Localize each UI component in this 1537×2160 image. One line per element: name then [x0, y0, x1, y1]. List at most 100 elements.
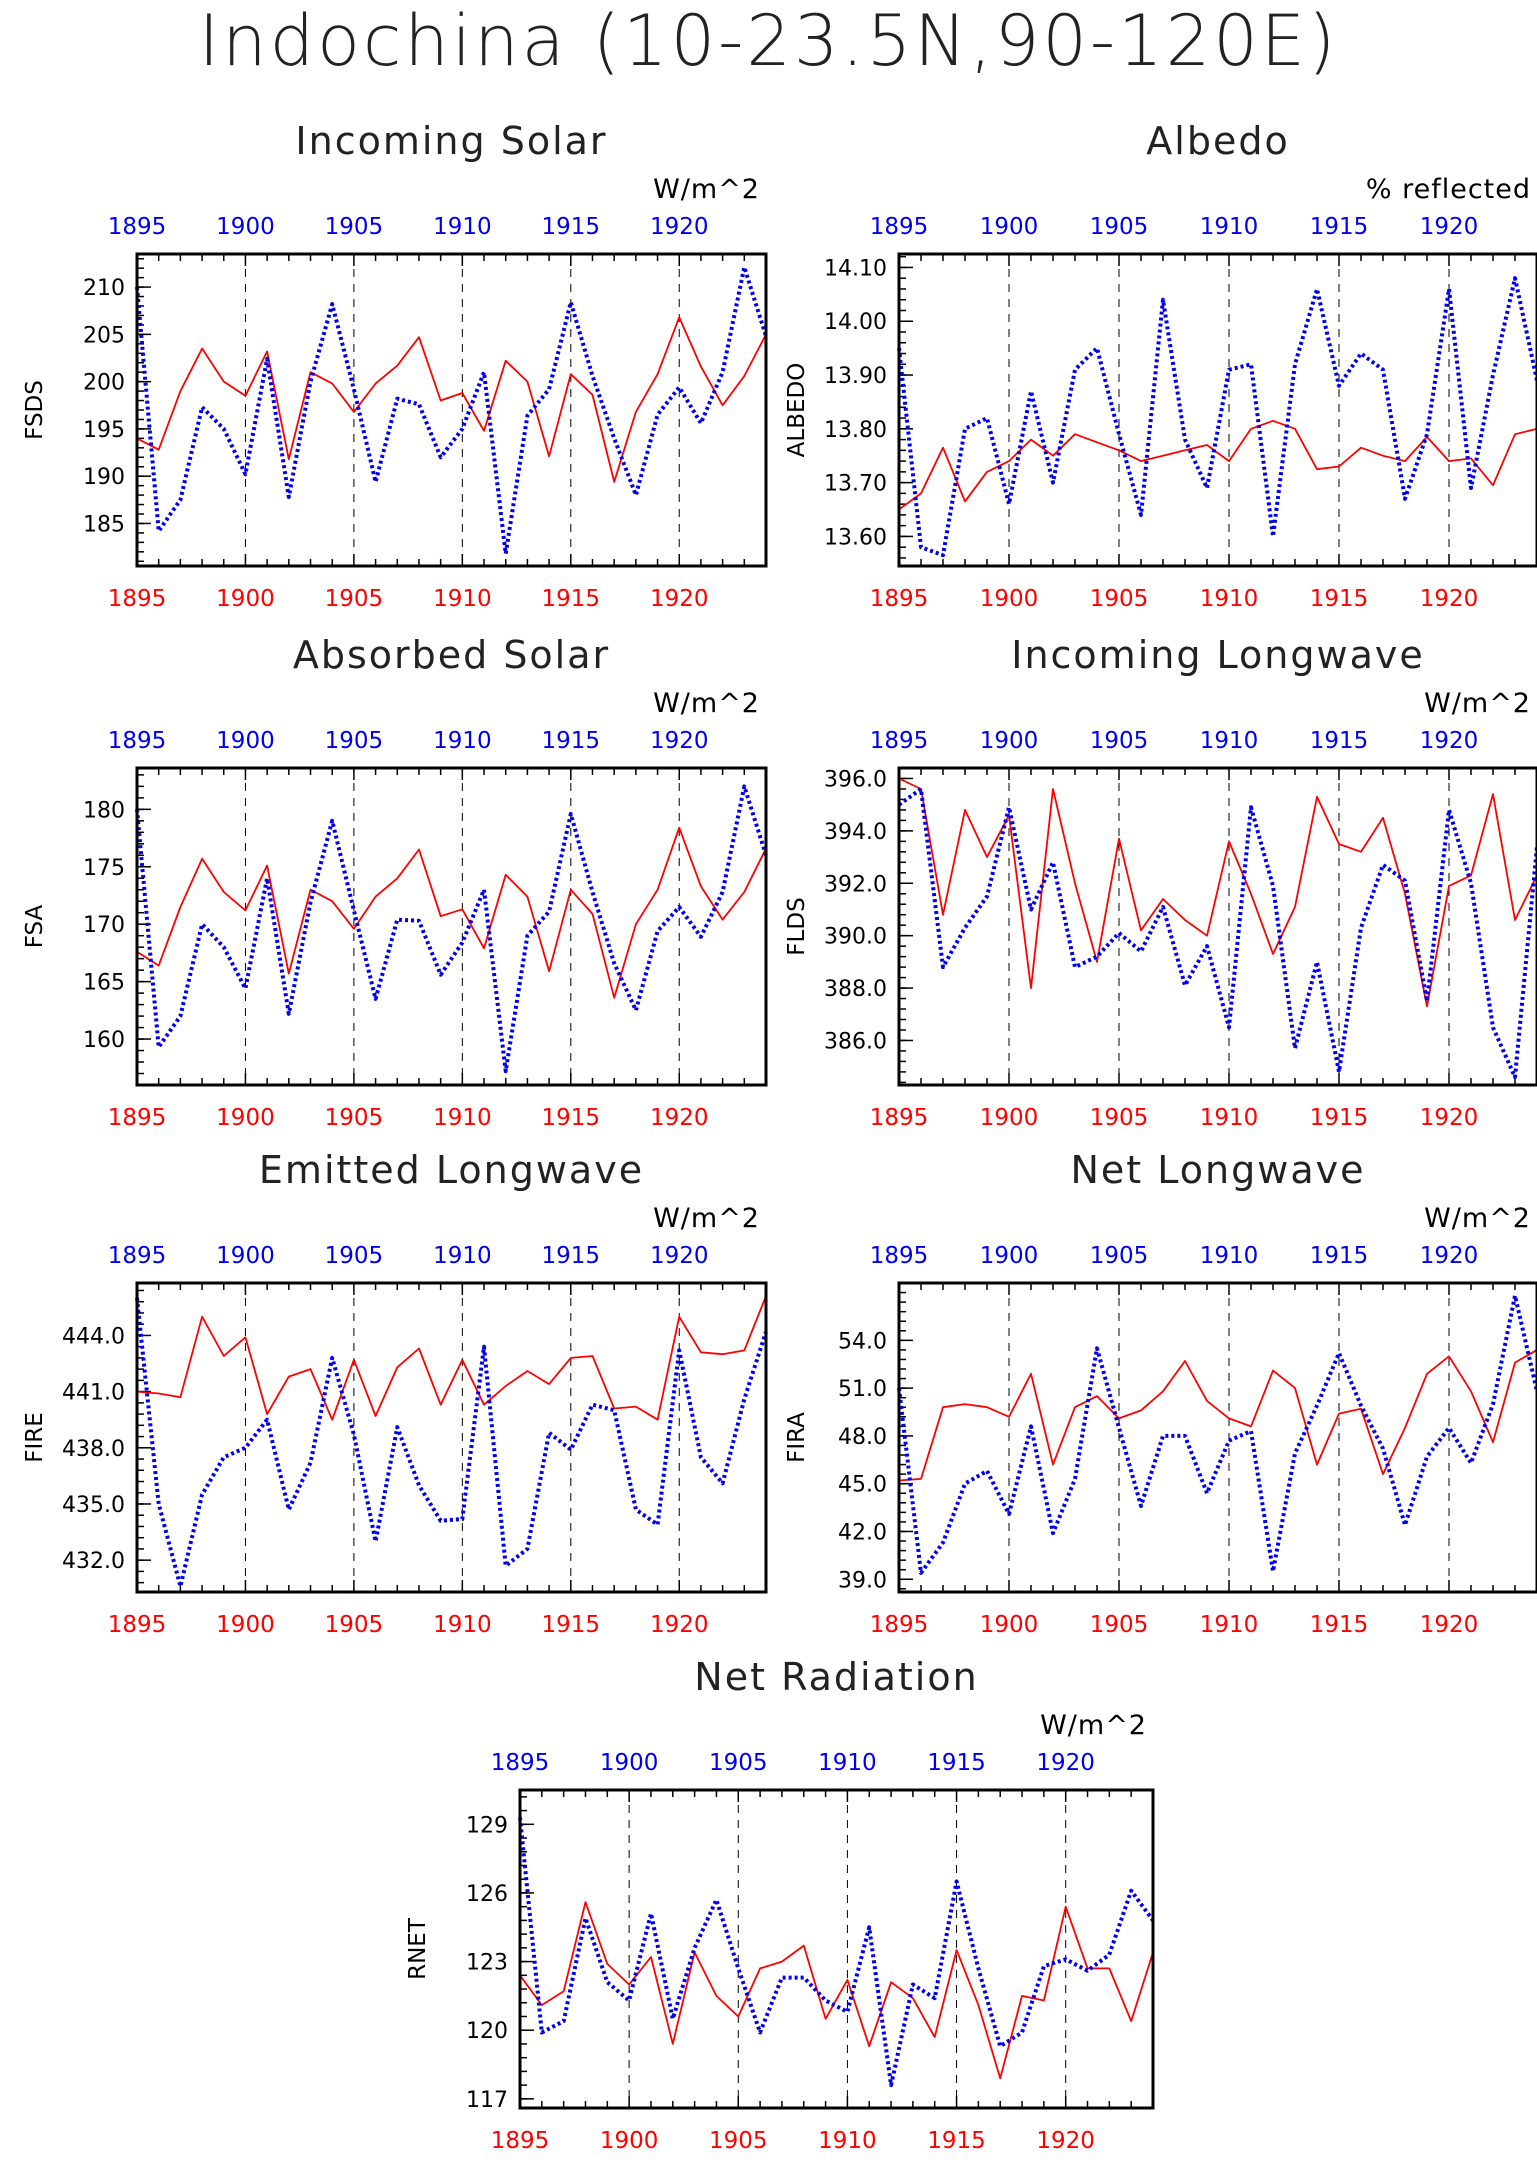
x-tick-label-top: 1895 [870, 728, 929, 754]
y-tick-label: 13.80 [824, 418, 887, 443]
units-label: % reflected [1366, 174, 1531, 205]
y-tick-label: 210 [83, 276, 125, 301]
x-tick-label-bottom: 1905 [325, 1612, 384, 1638]
y-tick-label: 51.0 [838, 1377, 887, 1402]
x-tick-label-top: 1900 [216, 214, 275, 240]
x-tick-label-top: 1915 [1310, 214, 1369, 240]
figure-title: Indochina (10-23.5N,90-120E) [198, 0, 1339, 82]
x-tick-label-top: 1900 [980, 214, 1039, 240]
y-axis-label: FSA [22, 904, 48, 948]
x-tick-label-top: 1910 [433, 1243, 492, 1269]
x-tick-label-bottom: 1920 [650, 1105, 709, 1131]
x-tick-label-top: 1910 [1200, 728, 1259, 754]
y-tick-label: 14.10 [824, 256, 887, 281]
x-tick-label-top: 1905 [709, 1750, 768, 1776]
x-tick-label-top: 1915 [542, 214, 601, 240]
plot-frame [135, 766, 768, 1087]
x-tick-label-bottom: 1915 [1310, 1105, 1369, 1131]
x-tick-label-top: 1900 [216, 1243, 275, 1269]
chart-panel-3: Absorbed Solar W/m^2 1895 1895 1900 1900 1905 1… [22, 633, 768, 1131]
x-tick-label-top: 1920 [650, 214, 709, 240]
y-tick-label: 190 [83, 465, 125, 490]
y-axis-label: FIRE [22, 1412, 48, 1463]
x-tick-label-top: 1900 [980, 728, 1039, 754]
y-axis-label: RNET [405, 1917, 431, 1980]
x-tick-label-bottom: 1915 [1310, 1612, 1369, 1638]
y-tick-label: 185 [83, 512, 125, 537]
y-tick-label: 195 [83, 418, 125, 443]
x-tick-label-top: 1910 [1200, 214, 1259, 240]
x-tick-label-bottom: 1905 [709, 2128, 768, 2154]
y-tick-label: 200 [83, 371, 125, 396]
x-tick-label-top: 1915 [1310, 728, 1369, 754]
plot-frame [897, 252, 1537, 568]
x-tick-label-bottom: 1915 [542, 1105, 601, 1131]
plot-frame [897, 1281, 1537, 1594]
chart-panel-6: Net Longwave W/m^2 1895 1895 1900 1900 1905 190… [784, 1148, 1537, 1638]
panel-title: Incoming Longwave [1011, 633, 1424, 677]
y-axis-label: FLDS [784, 897, 810, 955]
x-tick-label-top: 1920 [1420, 728, 1479, 754]
x-tick-label-bottom: 1920 [650, 586, 709, 612]
units-label: W/m^2 [1040, 1710, 1147, 1741]
units-label: W/m^2 [1424, 688, 1531, 719]
x-tick-label-bottom: 1900 [216, 586, 275, 612]
y-axis-label: FSDS [22, 380, 48, 440]
x-tick-label-bottom: 1920 [1420, 1612, 1479, 1638]
chart-panel-2: Albedo % reflected 1895 1895 1900 1900 1905 190… [784, 119, 1537, 612]
x-tick-label-top: 1895 [870, 1243, 929, 1269]
x-tick-label-bottom: 1895 [108, 586, 167, 612]
series-line-red [898, 419, 1537, 511]
y-tick-label: 394.0 [824, 820, 887, 845]
x-tick-label-top: 1905 [1090, 728, 1149, 754]
y-tick-label: 432.0 [62, 1549, 125, 1574]
series-line-blue [135, 265, 768, 556]
x-tick-label-top: 1895 [491, 1750, 550, 1776]
x-tick-label-bottom: 1900 [980, 586, 1039, 612]
panel-title: Emitted Longwave [259, 1148, 644, 1192]
x-tick-label-top: 1895 [108, 1243, 167, 1269]
x-tick-label-top: 1920 [1420, 1243, 1479, 1269]
x-tick-label-top: 1905 [325, 214, 384, 240]
panel-title: Albedo [1146, 119, 1289, 163]
series-line-red [136, 316, 767, 483]
x-tick-label-top: 1920 [1420, 214, 1479, 240]
x-tick-label-top: 1915 [1310, 1243, 1369, 1269]
x-tick-label-top: 1900 [216, 728, 275, 754]
y-tick-label: 170 [83, 913, 125, 938]
x-tick-label-top: 1900 [980, 1243, 1039, 1269]
x-tick-label-bottom: 1915 [542, 1612, 601, 1638]
chart-panel-5: Emitted Longwave W/m^2 1895 1895 1900 1900 190… [22, 1148, 768, 1638]
x-tick-label-bottom: 1905 [1090, 1612, 1149, 1638]
units-label: W/m^2 [653, 174, 760, 205]
x-tick-label-top: 1910 [1200, 1243, 1259, 1269]
y-tick-label: 392.0 [824, 872, 887, 897]
x-tick-label-bottom: 1915 [542, 586, 601, 612]
y-tick-label: 388.0 [824, 977, 887, 1002]
x-tick-label-bottom: 1915 [1310, 586, 1369, 612]
plot-frame [518, 1788, 1155, 2110]
x-tick-label-bottom: 1910 [1200, 1612, 1259, 1638]
x-tick-label-bottom: 1910 [433, 1105, 492, 1131]
x-tick-label-bottom: 1895 [870, 1612, 929, 1638]
series-line-blue [135, 784, 768, 1074]
x-tick-label-top: 1920 [650, 728, 709, 754]
x-tick-label-bottom: 1920 [650, 1612, 709, 1638]
x-tick-label-bottom: 1895 [870, 1105, 929, 1131]
x-tick-label-top: 1915 [542, 1243, 601, 1269]
y-tick-label: 117 [466, 2088, 508, 2113]
y-tick-label: 13.70 [824, 472, 887, 497]
chart-panel-1: Incoming Solar W/m^2 1895 1895 1900 1900 1905 1… [22, 119, 768, 612]
x-tick-label-top: 1910 [818, 1750, 877, 1776]
y-tick-label: 126 [466, 1882, 508, 1907]
panel-title: Net Radiation [694, 1655, 978, 1699]
panel-title: Net Longwave [1071, 1148, 1366, 1192]
x-tick-label-bottom: 1895 [108, 1105, 167, 1131]
x-tick-label-bottom: 1920 [1420, 1105, 1479, 1131]
x-tick-label-bottom: 1920 [1420, 586, 1479, 612]
y-tick-label: 48.0 [838, 1425, 887, 1450]
y-tick-label: 165 [83, 971, 125, 996]
x-tick-label-top: 1895 [108, 728, 167, 754]
plot-frame [135, 1281, 768, 1594]
